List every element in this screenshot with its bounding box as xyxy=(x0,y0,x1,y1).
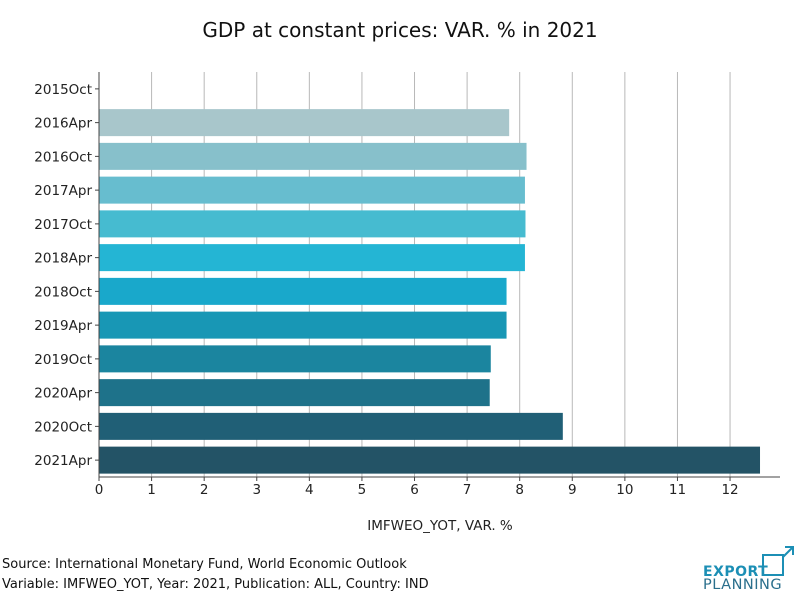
chart-title: GDP at constant prices: VAR. % in 2021 xyxy=(202,18,598,42)
bar-2020Oct xyxy=(99,412,563,440)
y-tick-label: 2019Apr xyxy=(34,318,92,334)
y-tick-label: 2016Oct xyxy=(34,149,92,165)
x-tick-label: 9 xyxy=(568,482,577,498)
bar-2021Apr xyxy=(99,446,761,474)
y-tick-label: 2019Oct xyxy=(34,352,92,368)
bar-2016Apr xyxy=(99,109,510,137)
export-planning-logo: EXPORT PLANNING xyxy=(703,545,795,595)
variable-note: Variable: IMFWEO_YOT, Year: 2021, Public… xyxy=(2,577,429,592)
logo-mark-icon xyxy=(762,546,794,576)
x-tick-labels: 0 1 2 3 4 5 6 7 8 9 10 11 12 xyxy=(95,477,739,498)
source-note: Source: International Monetary Fund, Wor… xyxy=(2,557,407,572)
y-tick-label: 2017Oct xyxy=(34,217,92,233)
bar-2019Oct xyxy=(99,345,491,373)
bar-2018Apr xyxy=(99,244,525,272)
y-tick-label: 2015Oct xyxy=(34,82,92,98)
x-tick-label: 8 xyxy=(515,482,524,498)
y-tick-label: 2018Oct xyxy=(34,284,92,300)
bar-2020Apr xyxy=(99,379,490,407)
x-tick-label: 7 xyxy=(463,482,472,498)
y-tick-label: 2020Oct xyxy=(34,419,92,435)
y-tick-label: 2017Apr xyxy=(34,183,92,199)
x-tick-label: 6 xyxy=(410,482,419,498)
y-tick-label: 2016Apr xyxy=(34,116,92,132)
y-tick-label: 2020Apr xyxy=(34,386,92,402)
x-tick-label: 1 xyxy=(147,482,156,498)
logo-text-export: EXPORT xyxy=(703,564,769,580)
x-tick-label: 2 xyxy=(200,482,209,498)
x-tick-label: 4 xyxy=(305,482,314,498)
y-tick-label: 2018Apr xyxy=(34,251,92,267)
bar-2017Oct xyxy=(99,210,526,238)
x-tick-label: 11 xyxy=(669,482,686,498)
bar-2019Apr xyxy=(99,311,507,339)
x-tick-label: 0 xyxy=(95,482,104,498)
bars xyxy=(99,109,761,474)
logo-text-planning: PLANNING xyxy=(703,577,783,593)
bar-2016Oct xyxy=(99,142,527,170)
gridlines xyxy=(151,72,731,477)
axes xyxy=(98,72,780,478)
bar-2017Apr xyxy=(99,176,525,204)
bar-2018Oct xyxy=(99,277,507,305)
x-tick-label: 10 xyxy=(616,482,633,498)
y-tick-label: 2021Apr xyxy=(34,453,92,469)
bar-chart: 2015Oct 2016Apr 2016Oct 2017Apr 2017Oct 2018A… xyxy=(34,72,780,534)
x-axis-label: IMFWEO_YOT, VAR. % xyxy=(367,518,513,534)
y-tick-labels: 2015Oct 2016Apr 2016Oct 2017Apr 2017Oct 2018A… xyxy=(34,82,99,469)
x-tick-label: 12 xyxy=(721,482,738,498)
x-tick-label: 5 xyxy=(358,482,367,498)
x-tick-label: 3 xyxy=(252,482,261,498)
